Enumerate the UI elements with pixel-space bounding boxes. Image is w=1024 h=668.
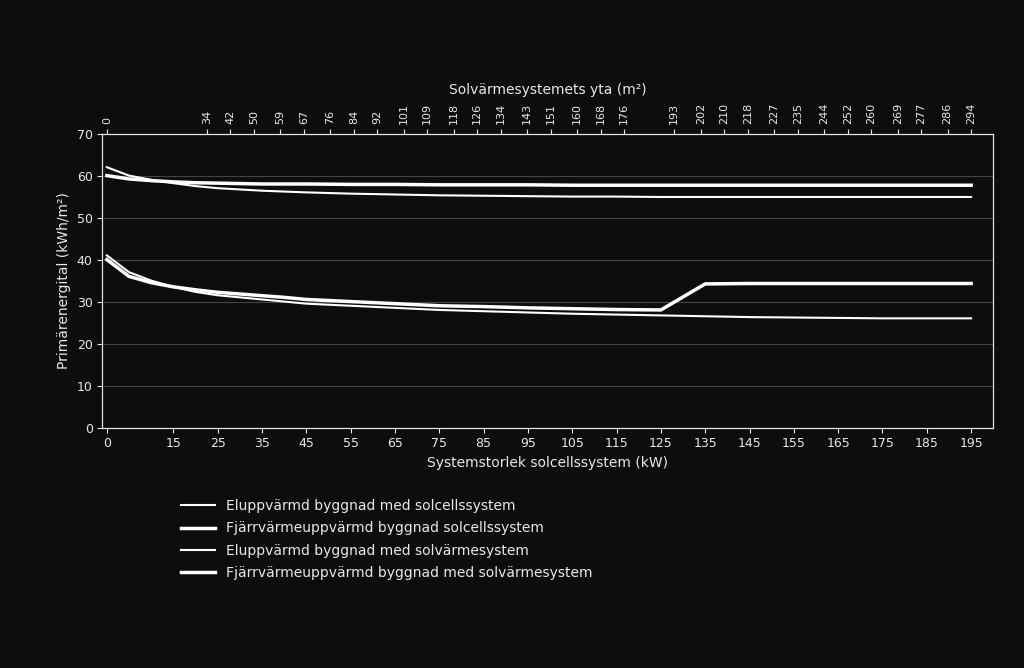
Legend: Eluppvärmd byggnad med solcellssystem, Fjärrvärmeuppvärmd byggnad solcellssystem: Eluppvärmd byggnad med solcellssystem, F… [180, 499, 593, 580]
X-axis label: Solvärmesystemets yta (m²): Solvärmesystemets yta (m²) [450, 84, 646, 97]
X-axis label: Systemstorlek solcellssystem (kW): Systemstorlek solcellssystem (kW) [427, 456, 669, 470]
Y-axis label: Primärenergital (kWh/m²): Primärenergital (kWh/m²) [57, 192, 71, 369]
